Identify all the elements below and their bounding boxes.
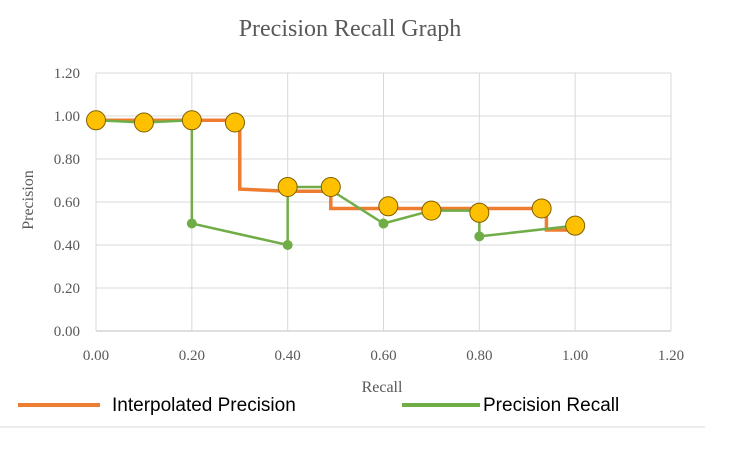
- data-point-marker: [378, 196, 399, 217]
- x-tick-label: 0.00: [83, 348, 109, 364]
- x-tick-label: 0.60: [370, 348, 396, 364]
- data-point-marker: [320, 176, 341, 197]
- y-axis-label: Precision: [20, 170, 37, 230]
- data-point-marker: [469, 202, 490, 223]
- legend: Interpolated Precision Precision Recall: [18, 395, 619, 416]
- data-point-marker: [86, 110, 106, 131]
- precision-recall-point: [282, 240, 293, 250]
- data-markers: [86, 110, 586, 236]
- y-tick-label: 1.00: [54, 109, 80, 125]
- data-point-marker: [421, 200, 442, 221]
- precision-recall-point: [186, 218, 197, 229]
- x-tick-label: 0.40: [275, 348, 301, 364]
- legend-label-interpolated-precision: Interpolated Precision: [112, 395, 296, 416]
- data-point-marker: [181, 110, 202, 131]
- x-tick-label: 0.80: [466, 348, 492, 364]
- data-point-marker: [133, 112, 154, 133]
- x-tick-label: 0.20: [179, 348, 205, 364]
- y-tick-label: 0.60: [54, 195, 80, 211]
- legend-label-precision-recall: Precision Recall: [483, 395, 619, 416]
- x-axis-ticks: 0.00 0.20 0.40 0.60 0.80 1.00 1.20: [83, 348, 684, 364]
- y-tick-label: 0.40: [54, 238, 80, 254]
- chart-title: Precision Recall Graph: [239, 16, 462, 42]
- y-tick-label: 0.20: [54, 281, 80, 297]
- precision-recall-point: [378, 218, 389, 229]
- precision-recall-point: [474, 231, 485, 242]
- y-tick-label: 0.80: [54, 152, 80, 168]
- data-point-marker: [224, 112, 245, 133]
- x-tick-label: 1.00: [562, 348, 588, 364]
- x-axis-label: Recall: [362, 379, 403, 396]
- y-tick-label: 0.00: [54, 324, 80, 340]
- data-point-marker: [277, 176, 298, 197]
- data-point-marker: [565, 215, 586, 236]
- y-tick-label: 1.20: [54, 66, 80, 82]
- y-axis-ticks: 0.00 0.20 0.40 0.60 0.80 1.00 1.20: [54, 66, 80, 340]
- series-line-interpolated-precision: [96, 118, 576, 232]
- x-tick-label: 1.20: [658, 348, 684, 364]
- data-point-marker: [531, 198, 552, 219]
